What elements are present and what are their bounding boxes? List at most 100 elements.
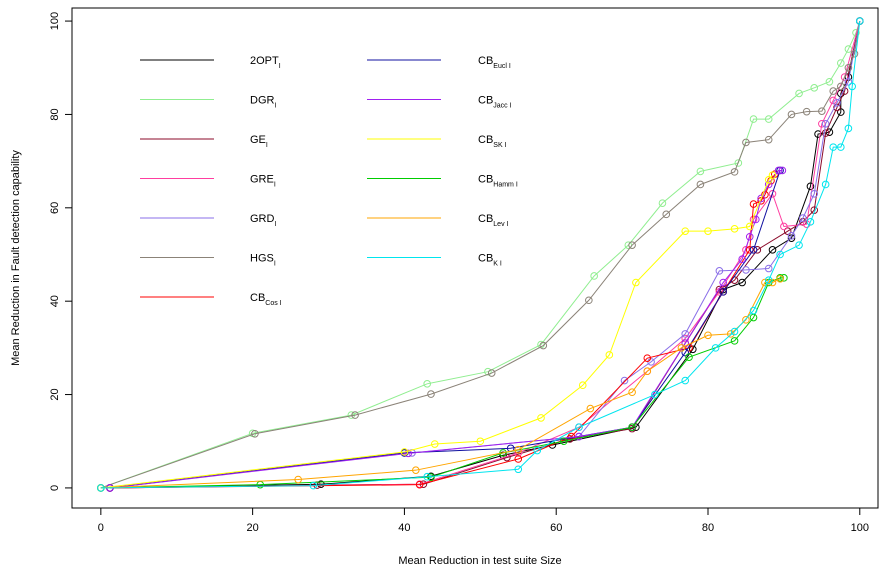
data-point [423,380,431,388]
data-point [774,166,783,175]
data-point [605,351,614,359]
data-point [430,440,439,448]
data-point [715,267,724,275]
data-point [719,278,727,287]
data-point [749,115,758,123]
legend-label: GREI [250,174,276,189]
data-point [821,119,830,128]
data-point [764,264,773,273]
data-point [840,73,849,81]
data-point [833,98,841,107]
data-point [514,445,523,454]
legend-subscript: Eucl I [493,63,511,70]
data-point [757,194,765,203]
data-point [696,180,705,189]
data-point [643,354,652,362]
data-point [662,210,671,219]
data-point [677,344,686,352]
data-point [844,77,853,86]
y-tick-label: 20 [49,388,61,400]
data-point [850,49,859,58]
data-point [632,278,640,287]
series-line [109,20,861,489]
legend-label: CBJacc I [478,95,512,110]
data-point [294,475,302,484]
data-point [742,316,750,324]
legend-subscript: I [274,221,276,228]
data-point [780,222,788,231]
data-point [761,278,769,287]
data-point [726,330,735,338]
data-point [487,369,496,377]
legend-label: 2OPTI [250,55,281,70]
y-tick-label: 80 [49,108,61,120]
data-point [821,129,830,137]
data-point [251,429,259,438]
data-point [780,274,788,282]
legend-label: CBCos I [250,292,282,307]
data-point [681,227,690,235]
series-line [100,278,781,489]
data-point [844,124,853,133]
data-point [776,274,784,283]
legend-label: GEI [250,134,268,149]
data-point [539,341,548,350]
data-point [776,250,784,259]
legend-subscript: I [279,63,281,70]
data-point [806,218,815,226]
data-point [768,278,777,287]
data-point [768,246,777,254]
data-point [768,171,777,179]
legend-label: DGRI [250,95,276,110]
legend-subscript: I [274,261,276,268]
data-point [764,276,773,284]
series-line [109,173,776,489]
legend-subscript: Hamm I [493,182,518,189]
data-point [745,232,754,241]
data-point [833,103,841,112]
data-point [749,306,758,315]
data-point [97,484,105,492]
data-point [715,285,724,294]
data-point [825,77,834,86]
data-point [711,344,720,352]
data-point [734,159,743,167]
legend-name: GE [250,134,266,146]
data-point [317,480,325,488]
legend-name: CB [478,134,493,146]
legend-subscript: SK I [493,142,506,149]
data-point [837,108,845,116]
data-point [795,89,803,98]
x-tick-label: 80 [702,522,714,534]
data-point [795,241,803,249]
legend-subscript: K I [493,261,502,268]
data-point [799,214,807,222]
data-point [810,84,819,92]
data-point [476,437,485,446]
data-point [685,353,693,362]
legend-subscript: Cos I [265,300,281,307]
data-point [585,296,593,305]
y-axis-label: Mean Reduction in Fault detection capabi… [10,150,22,366]
y-tick-label: 60 [49,202,61,214]
data-point [704,227,712,235]
data-point [719,288,727,296]
legend-name: CB [478,213,493,225]
legend-name: CB [478,55,493,67]
data-point [651,390,659,399]
legend-name: CB [478,95,493,107]
data-point [855,17,864,25]
data-point [787,110,796,119]
data-point [821,180,830,189]
data-point [415,480,424,489]
legend-name: 2OPT [250,55,279,67]
data-point [628,423,636,432]
data-point [768,190,777,198]
data-point [742,266,750,274]
data-point [814,130,822,138]
data-point [787,234,796,242]
data-point [423,472,431,481]
legend-name: CB [478,253,493,265]
data-point [738,255,746,263]
